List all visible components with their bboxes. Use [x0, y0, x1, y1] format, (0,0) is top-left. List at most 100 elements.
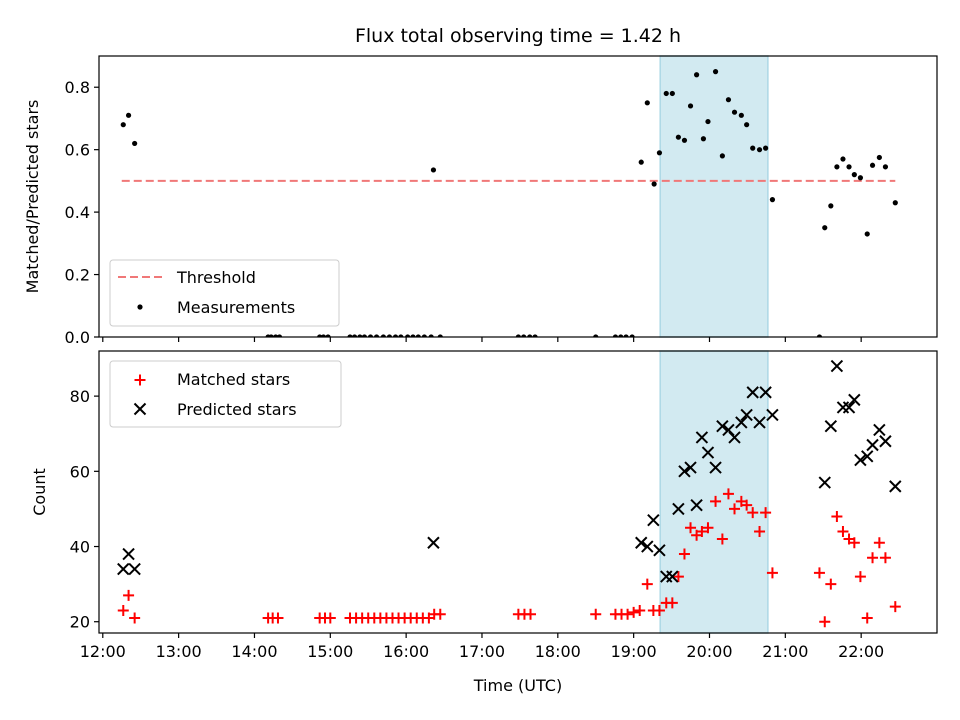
matched-star-point	[813, 567, 825, 579]
measurement-point	[351, 334, 358, 337]
y-tick-label: 40	[70, 538, 90, 557]
predicted-star-point	[740, 408, 753, 422]
matched-star-point	[672, 571, 684, 583]
predicted-star-point	[746, 386, 759, 399]
measurement-point	[687, 103, 694, 109]
matched-star-point	[729, 503, 741, 515]
matched-star-point	[754, 525, 766, 537]
bottom-panel-count: 20 40 60 80 12:00 13:00 14:00 15:00 16:00 17:00 18…	[30, 350, 938, 695]
predicted-star-point	[641, 540, 654, 553]
predicted-star-point	[684, 461, 697, 474]
y-tick-label: 0.0	[65, 328, 90, 347]
chart-title: Flux total observing time = 1.42 h	[355, 25, 681, 47]
matched-star-point	[117, 604, 129, 616]
predicted-star-point	[866, 438, 879, 452]
measurement-point	[415, 334, 421, 337]
matched-star-point	[837, 525, 849, 537]
predicted-star-point	[666, 570, 679, 583]
measurement-point	[521, 334, 527, 337]
matched-star-point	[867, 552, 879, 564]
measurement-point	[725, 97, 732, 103]
x-tick-label: 19:00	[611, 642, 657, 661]
measurement-point	[834, 164, 840, 170]
matched-star-point	[716, 533, 728, 545]
matched-star-point	[848, 537, 860, 549]
measurement-point	[663, 90, 669, 97]
measurement-point	[816, 334, 823, 337]
predicted-star-point	[709, 461, 722, 474]
measurement-point	[515, 334, 521, 337]
legend-measurement-swatch	[137, 304, 143, 310]
matched-star-point	[747, 507, 759, 519]
predicted-star-point	[678, 465, 691, 478]
matched-star-point	[628, 606, 640, 618]
y-axis-label: Matched/Predicted stars	[23, 100, 42, 294]
measurement-point	[756, 147, 763, 153]
measurement-point	[421, 334, 427, 337]
matched-star-point	[873, 537, 885, 549]
measurement-point	[623, 334, 629, 337]
matched-star-point	[831, 510, 843, 522]
measurement-point	[731, 109, 738, 115]
measurement-point	[320, 334, 327, 337]
y-tick-label: 60	[70, 462, 90, 481]
measurement-point	[120, 122, 126, 128]
predicted-star-point	[889, 480, 902, 493]
measurement-point	[828, 203, 834, 209]
measurement-point	[822, 225, 828, 231]
predicted-star-point	[728, 431, 741, 444]
measurement-point	[386, 334, 393, 337]
legend: Matched stars Predicted stars	[109, 360, 342, 428]
measurement-point	[669, 90, 675, 97]
x-tick-label: 13:00	[156, 642, 202, 661]
x-tick-label: 15:00	[307, 642, 353, 661]
predicted-star-point	[695, 431, 709, 444]
matched-star-point	[641, 578, 653, 590]
predicted-star-point	[122, 547, 135, 561]
predicted-star-point	[128, 562, 141, 576]
y-axis-label: Count	[30, 468, 49, 516]
measurement-point	[840, 156, 846, 162]
measurement-point	[681, 137, 688, 143]
measurement-point	[125, 112, 132, 118]
predicted-star-point	[635, 536, 648, 549]
measurement-point	[712, 69, 719, 75]
matched-star-point	[590, 608, 602, 620]
y-tick-label: 80	[70, 387, 90, 406]
x-tick-label: 22:00	[838, 642, 884, 661]
measurement-point	[392, 334, 399, 337]
measurement-point	[367, 334, 374, 337]
predicted-star-point	[766, 408, 779, 422]
matched-star-point	[123, 589, 135, 601]
matched-star-point	[678, 548, 690, 560]
measurement-point	[276, 334, 283, 337]
measurement-point	[705, 118, 711, 125]
matched-star-point	[272, 612, 284, 624]
matched-star-point	[825, 578, 837, 590]
matched-star-point	[879, 552, 891, 564]
legend-predicted-label: Predicted stars	[177, 400, 297, 419]
legend-threshold-label: Threshold	[176, 268, 256, 287]
measurement-point	[593, 334, 599, 337]
legend-measurement-label: Measurements	[177, 298, 295, 317]
axes-frame	[98, 55, 938, 338]
y-tick-label: 20	[70, 613, 90, 632]
predicted-star-point	[830, 359, 844, 373]
x-tick-label: 17:00	[459, 642, 505, 661]
measurement-point	[361, 334, 368, 337]
predicted-star-point	[653, 544, 666, 557]
legend-predicted-swatch	[133, 402, 147, 416]
predicted-star-point	[753, 416, 766, 429]
matched-star-point	[760, 507, 772, 519]
y-tick-label: 0.4	[65, 203, 90, 222]
predicted-star-point	[818, 476, 831, 489]
measurement-point	[629, 334, 635, 337]
measurement-point	[869, 162, 876, 168]
measurement-point	[618, 334, 624, 337]
measurement-point	[405, 334, 411, 337]
measurement-point	[428, 334, 434, 337]
measurement-point	[357, 334, 363, 337]
predicted-star-point	[690, 498, 703, 512]
measurement-point	[325, 334, 331, 337]
matched-star-point	[741, 499, 753, 511]
